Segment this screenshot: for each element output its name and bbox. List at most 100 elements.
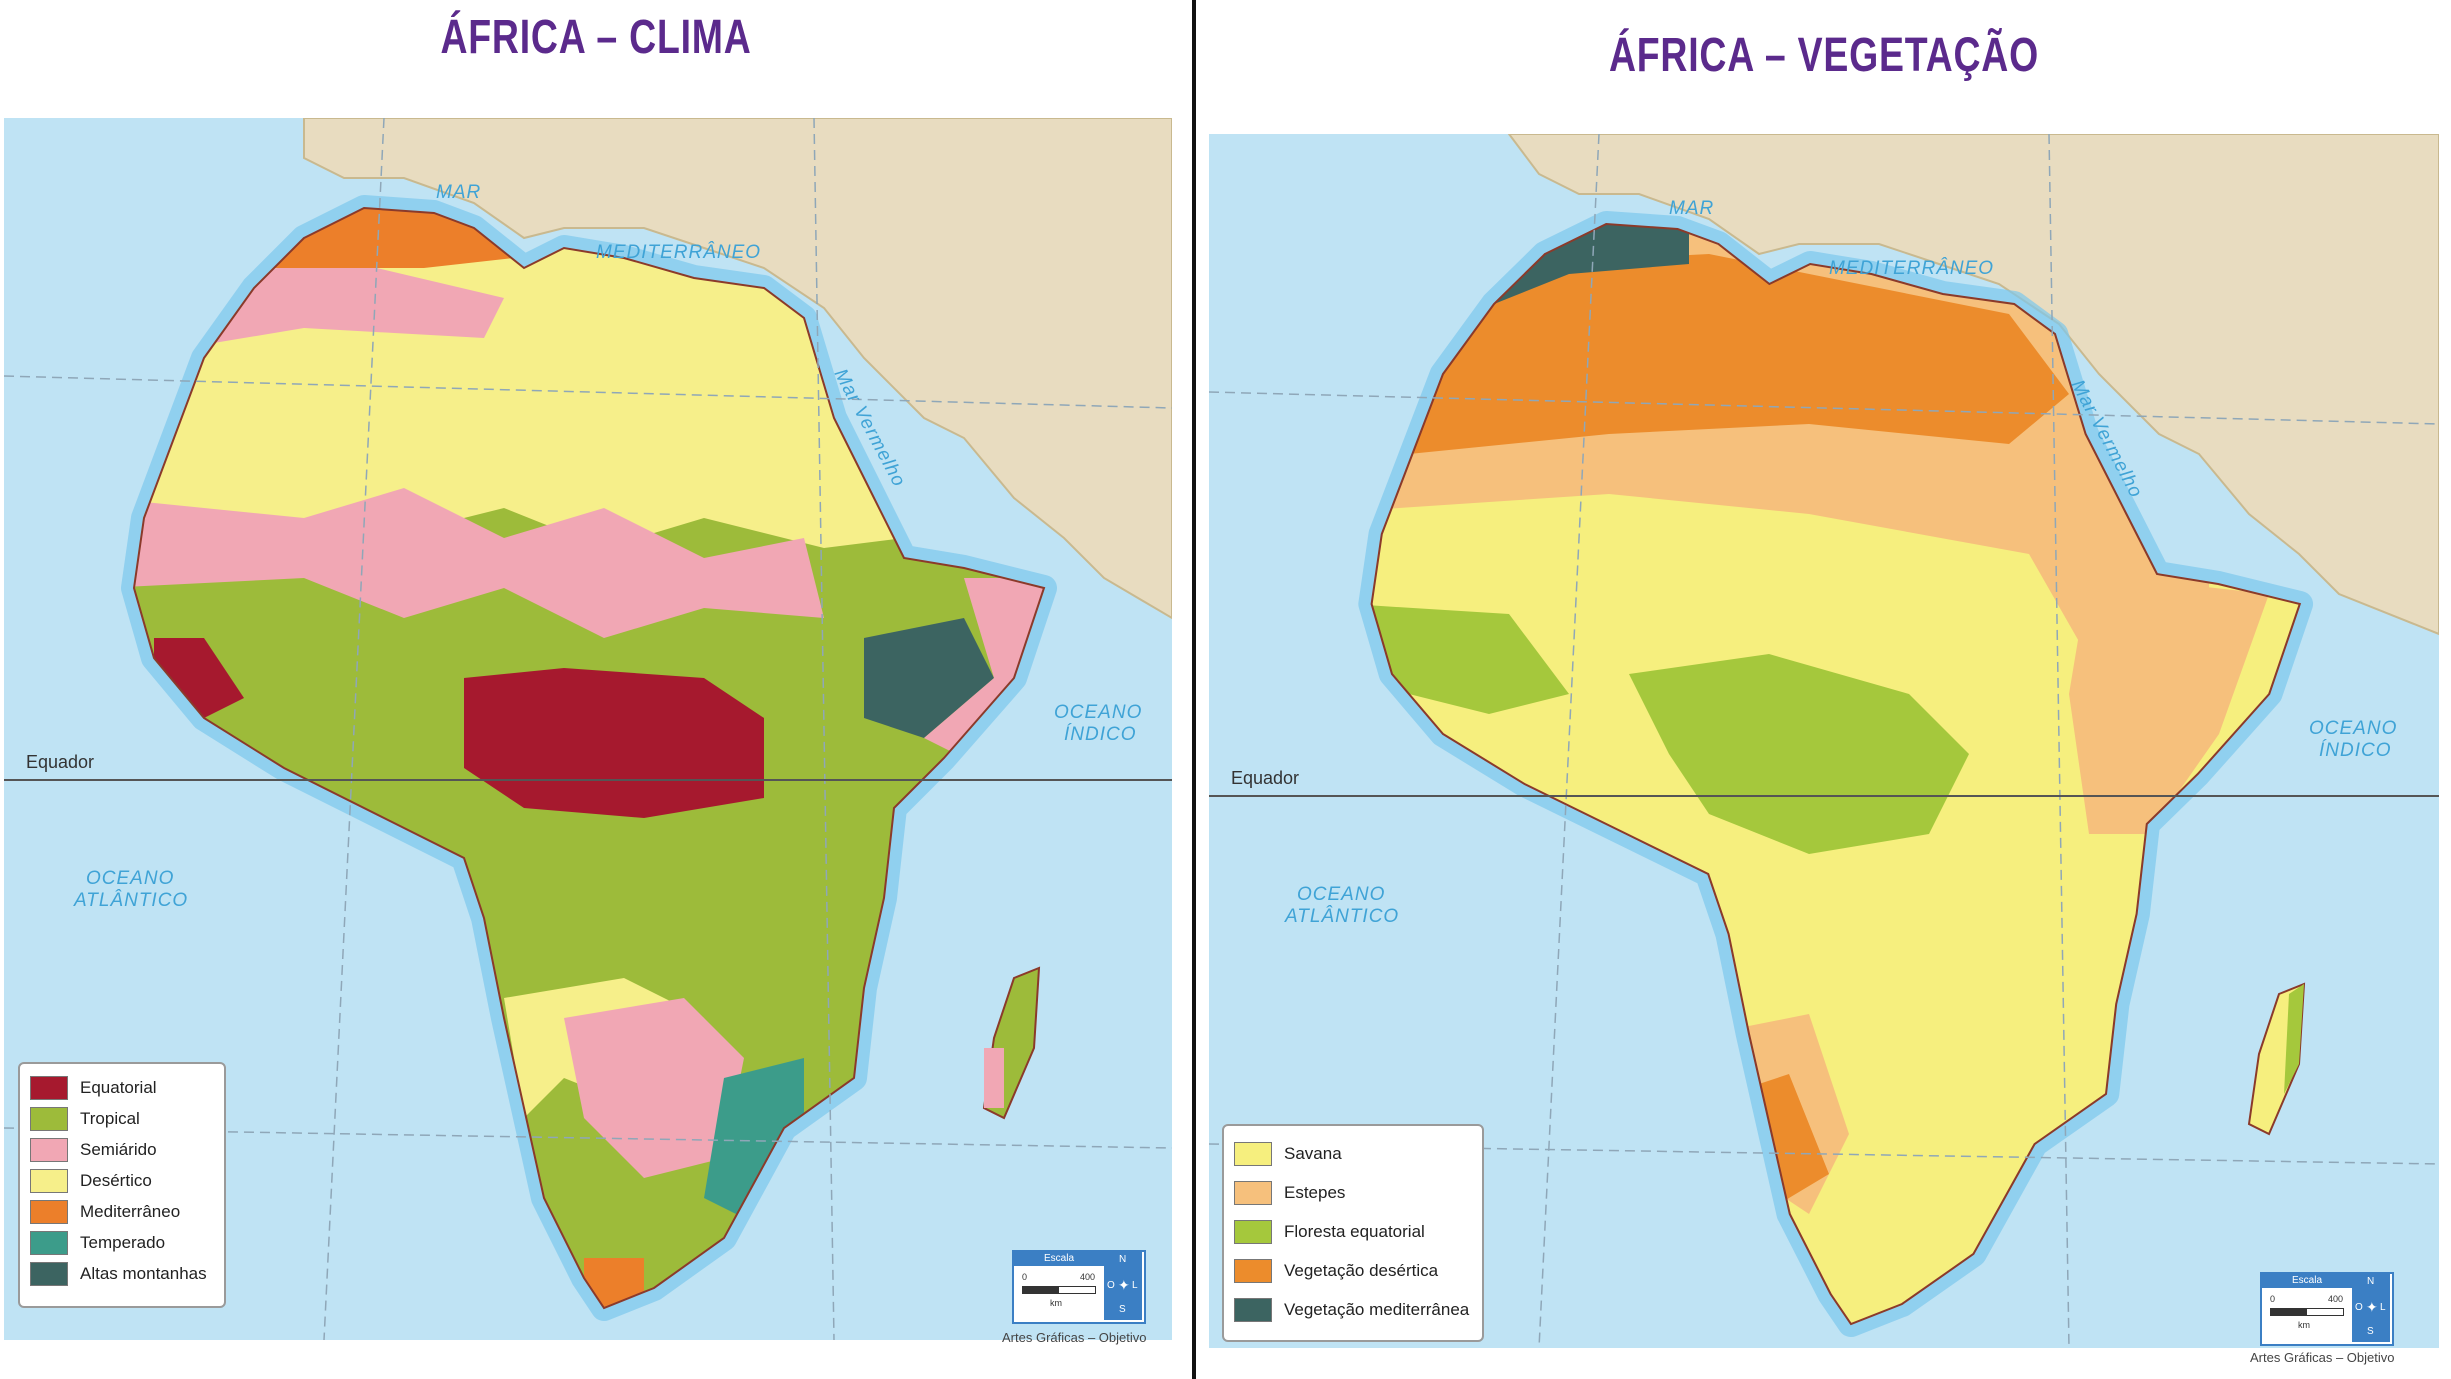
credit: Artes Gráficas – Objetivo (1002, 1330, 1147, 1345)
legend-swatch (1234, 1219, 1272, 1244)
legend-swatch (30, 1199, 68, 1224)
scale-bar: Escala 0 400 km N O L S ✦ (1012, 1250, 1146, 1324)
scale-max: 400 (1080, 1272, 1096, 1282)
mediterraneo-label: MEDITERRÂNEO (596, 241, 761, 263)
scale-zero: 0 (2270, 1294, 2276, 1304)
mediterraneo-label: MEDITERRÂNEO (1829, 257, 1994, 279)
compass-rose-icon: N O L S ✦ (2352, 1274, 2390, 1342)
scale-heading: Escala (1014, 1252, 1104, 1266)
oceano-atlantico-label-2: ATLÂNTICO (1284, 905, 1399, 927)
legend-label: Altas montanhas (80, 1263, 207, 1283)
legend-swatch (1234, 1141, 1272, 1166)
scale-zero: 0 (1022, 1272, 1028, 1282)
legend-item: Equatorial (30, 1072, 214, 1103)
climate-map-title: ÁFRICA – CLIMA (440, 11, 752, 64)
legend-swatch (30, 1168, 68, 1193)
legend-item: Estepes (1234, 1173, 1472, 1212)
legend-swatch (30, 1230, 68, 1255)
scale-bar: Escala 0 400 km N O L S ✦ (2260, 1272, 2394, 1346)
legend-label: Vegetação desértica (1284, 1260, 1439, 1280)
zone-floresta-west (1371, 604, 1569, 714)
oceano-indico-label-1: OCEANO (2309, 718, 2397, 739)
zone-floresta-central (1629, 654, 1969, 854)
eurasia-landmass (303, 118, 1172, 620)
legend-label: Floresta equatorial (1284, 1221, 1425, 1241)
vegetation-map-title: ÁFRICA – VEGETAÇÃO (1608, 29, 2040, 82)
climate-map: Equador MAR MEDITERRÂNEO OCEANO ÍNDICO O… (4, 118, 1172, 1340)
mar-label: MAR (436, 182, 481, 203)
scale-heading: Escala (2262, 1274, 2352, 1288)
legend-label: Tropical (80, 1108, 140, 1128)
mar-label: MAR (1669, 198, 1714, 219)
legend-item: Desértico (30, 1165, 214, 1196)
legend-item: Vegetação mediterrânea (1234, 1290, 1472, 1329)
credit: Artes Gráficas – Objetivo (2250, 1350, 2395, 1365)
oceano-indico-label-2: ÍNDICO (2319, 740, 2392, 761)
legend-item: Floresta equatorial (1234, 1212, 1472, 1251)
equator-label: Equador (1231, 768, 1299, 788)
zone-semiarido-south (564, 998, 744, 1178)
scale-unit: km (1050, 1298, 1062, 1308)
climate-map-graphic: Equador MAR MEDITERRÂNEO OCEANO ÍNDICO O… (4, 118, 1172, 1340)
legend-swatch (30, 1106, 68, 1131)
compass-l: L (1132, 1280, 1138, 1291)
legend-label: Semiárido (80, 1139, 157, 1159)
compass-o: O (1107, 1280, 1115, 1291)
vegetation-legend: Savana Estepes Floresta equatorial Veget… (1222, 1124, 1484, 1342)
legend-item: Semiárido (30, 1134, 214, 1165)
legend-label: Vegetação mediterrânea (1284, 1299, 1470, 1319)
zone-equatorial-central (464, 668, 764, 818)
legend-item: Vegetação desértica (1234, 1251, 1472, 1290)
legend-label: Desértico (80, 1170, 152, 1190)
legend-item: Tropical (30, 1103, 214, 1134)
compass-l: L (2380, 1302, 2386, 1313)
africa-outline (1370, 222, 2302, 1326)
legend-swatch (1234, 1258, 1272, 1283)
legend-swatch (30, 1075, 68, 1100)
vegetation-map: Equador MAR MEDITERRÂNEO OCEANO ÍNDICO O… (1209, 134, 2439, 1348)
compass-n: N (2367, 1276, 2375, 1287)
legend-label: Equatorial (80, 1077, 157, 1097)
scale-ruler (2270, 1308, 2344, 1316)
compass-s: S (2367, 1326, 2374, 1337)
scale-ruler (1022, 1286, 1096, 1294)
compass-star-icon: ✦ (2366, 1299, 2378, 1315)
legend-item: Temperado (30, 1227, 214, 1258)
legend-swatch (30, 1261, 68, 1286)
legend-label: Estepes (1284, 1182, 1346, 1202)
scale-unit: km (2298, 1320, 2310, 1330)
oceano-atlantico-label-1: OCEANO (86, 868, 174, 889)
legend-swatch (1234, 1180, 1272, 1205)
oceano-indico-label-1: OCEANO (1054, 702, 1142, 723)
oceano-atlantico-label-1: OCEANO (1297, 884, 1385, 905)
oceano-atlantico-label-2: ATLÂNTICO (73, 889, 188, 911)
legend-item: Savana (1234, 1134, 1472, 1173)
zone-semiarido-horn (924, 578, 1044, 758)
zone-estepes-east (2069, 574, 2269, 834)
legend-swatch (1234, 1297, 1272, 1322)
legend-item: Altas montanhas (30, 1258, 214, 1289)
vegetation-map-graphic: Equador MAR MEDITERRÂNEO OCEANO ÍNDICO O… (1209, 134, 2439, 1348)
legend-item: Mediterrâneo (30, 1196, 214, 1227)
zone-semiarido-sahel (134, 488, 824, 638)
equator-label: Equador (26, 752, 94, 772)
climate-legend: Equatorial Tropical Semiárido Desértico … (18, 1062, 226, 1308)
compass-o: O (2355, 1302, 2363, 1313)
africa-outline (132, 206, 1046, 1310)
panel-divider (1192, 0, 1196, 1379)
compass-s: S (1119, 1304, 1126, 1315)
compass-star-icon: ✦ (1118, 1277, 1130, 1293)
madagascar-floresta (2284, 984, 2304, 1094)
legend-label: Temperado (80, 1232, 166, 1252)
scale-max: 400 (2328, 1294, 2344, 1304)
compass-n: N (1119, 1254, 1127, 1265)
vegetation-map-panel: ÁFRICA – VEGETAÇÃO (1197, 0, 2451, 1379)
compass-rose-icon: N O L S ✦ (1104, 1252, 1142, 1320)
zone-altas-montanhas (864, 618, 994, 738)
legend-label: Mediterrâneo (80, 1201, 181, 1221)
oceano-indico-label-2: ÍNDICO (1064, 724, 1137, 745)
zone-equatorial-west (154, 638, 244, 718)
graticule (1209, 134, 2439, 1348)
madagascar-semiarido (984, 1048, 1004, 1108)
legend-label: Savana (1284, 1143, 1342, 1163)
